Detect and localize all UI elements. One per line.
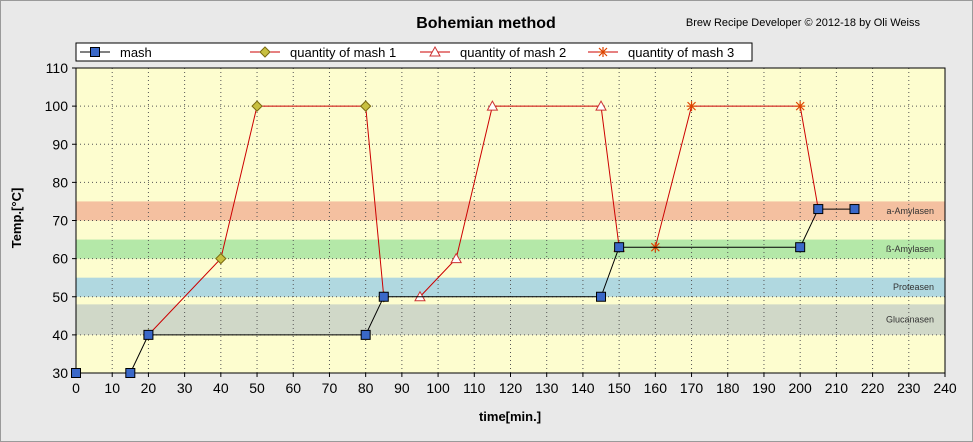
legend-label: mash (120, 45, 152, 60)
x-tick-label: 230 (897, 380, 921, 396)
y-tick-label: 110 (46, 60, 69, 76)
data-point-0 (813, 204, 824, 215)
x-tick-label: 60 (285, 380, 301, 396)
data-point-0 (360, 329, 371, 340)
x-tick-label: 200 (788, 380, 812, 396)
data-point-0 (378, 291, 389, 302)
asterisk-stroke (795, 101, 805, 111)
x-tick-label: 40 (213, 380, 229, 396)
credit-text: Brew Recipe Developer © 2012-18 by Oli W… (686, 17, 921, 29)
legend-label: quantity of mash 2 (460, 45, 566, 60)
y-tick-label: 30 (52, 365, 68, 381)
band-3 (76, 304, 945, 335)
band-0 (76, 201, 945, 221)
legend-marker (259, 46, 271, 58)
data-point-0 (71, 368, 81, 378)
x-tick-label: 130 (535, 380, 559, 396)
y-tick-label: 60 (52, 251, 68, 267)
band-1 (76, 239, 945, 259)
data-point-0 (596, 291, 607, 302)
data-point-2 (486, 100, 499, 111)
y-tick-label: 90 (52, 136, 68, 152)
y-tick-label: 40 (52, 327, 68, 343)
y-axis-label: Temp.[°C] (9, 188, 24, 249)
data-point-0 (143, 329, 154, 340)
band-label: Glucanasen (886, 315, 934, 325)
x-tick-label: 160 (644, 380, 668, 396)
chart-title: Bohemian method (416, 15, 556, 32)
y-tick-label: 80 (52, 174, 68, 190)
x-tick-label: 100 (426, 380, 450, 396)
x-tick-label: 190 (752, 380, 776, 396)
x-tick-label: 170 (680, 380, 704, 396)
x-tick-label: 80 (358, 380, 374, 396)
series-line-3 (654, 105, 819, 248)
x-tick-label: 210 (825, 380, 849, 396)
x-tick-label: 10 (104, 380, 120, 396)
asterisk-stroke (687, 101, 696, 111)
x-tick-label: 220 (861, 380, 885, 396)
x-tick-label: 110 (463, 380, 486, 396)
data-point-0 (614, 242, 625, 253)
band-2 (76, 277, 945, 297)
band-label: Proteasen (893, 282, 934, 292)
band-label: ß-Amylasen (886, 244, 934, 254)
legend-marker (90, 47, 100, 57)
x-tick-label: 140 (571, 380, 595, 396)
x-axis-label: time[min.] (479, 409, 541, 424)
data-point-1 (215, 252, 227, 265)
x-tick-label: 70 (322, 380, 338, 396)
x-tick-label: 90 (394, 380, 410, 396)
y-tick-label: 100 (45, 98, 69, 114)
band-label: a-Amylasen (886, 206, 934, 216)
legend-label: quantity of mash 1 (290, 45, 396, 60)
x-tick-label: 150 (607, 380, 631, 396)
series-line-0 (76, 208, 855, 374)
x-tick-label: 20 (141, 380, 157, 396)
legend-marker (429, 45, 441, 57)
legend-box (75, 42, 753, 62)
data-point-1 (251, 100, 263, 112)
data-point-0 (795, 242, 806, 253)
data-point-1 (359, 100, 372, 112)
data-point-3 (686, 101, 697, 112)
x-tick-label: 120 (499, 380, 523, 396)
data-point-0 (125, 368, 136, 378)
x-tick-label: 240 (933, 380, 957, 396)
y-tick-label: 70 (52, 213, 68, 229)
data-point-0 (849, 204, 860, 215)
data-point-3 (795, 101, 806, 112)
y-tick-label: 50 (52, 289, 68, 305)
x-tick-label: 50 (249, 380, 265, 396)
legend-label: quantity of mash 3 (628, 45, 734, 60)
data-point-2 (595, 100, 607, 111)
data-point-2 (450, 252, 463, 264)
legend-marker (598, 47, 608, 57)
asterisk-stroke (598, 47, 608, 57)
x-tick-label: 30 (177, 380, 193, 396)
x-tick-label: 0 (72, 380, 80, 396)
x-tick-label: 180 (716, 380, 740, 396)
